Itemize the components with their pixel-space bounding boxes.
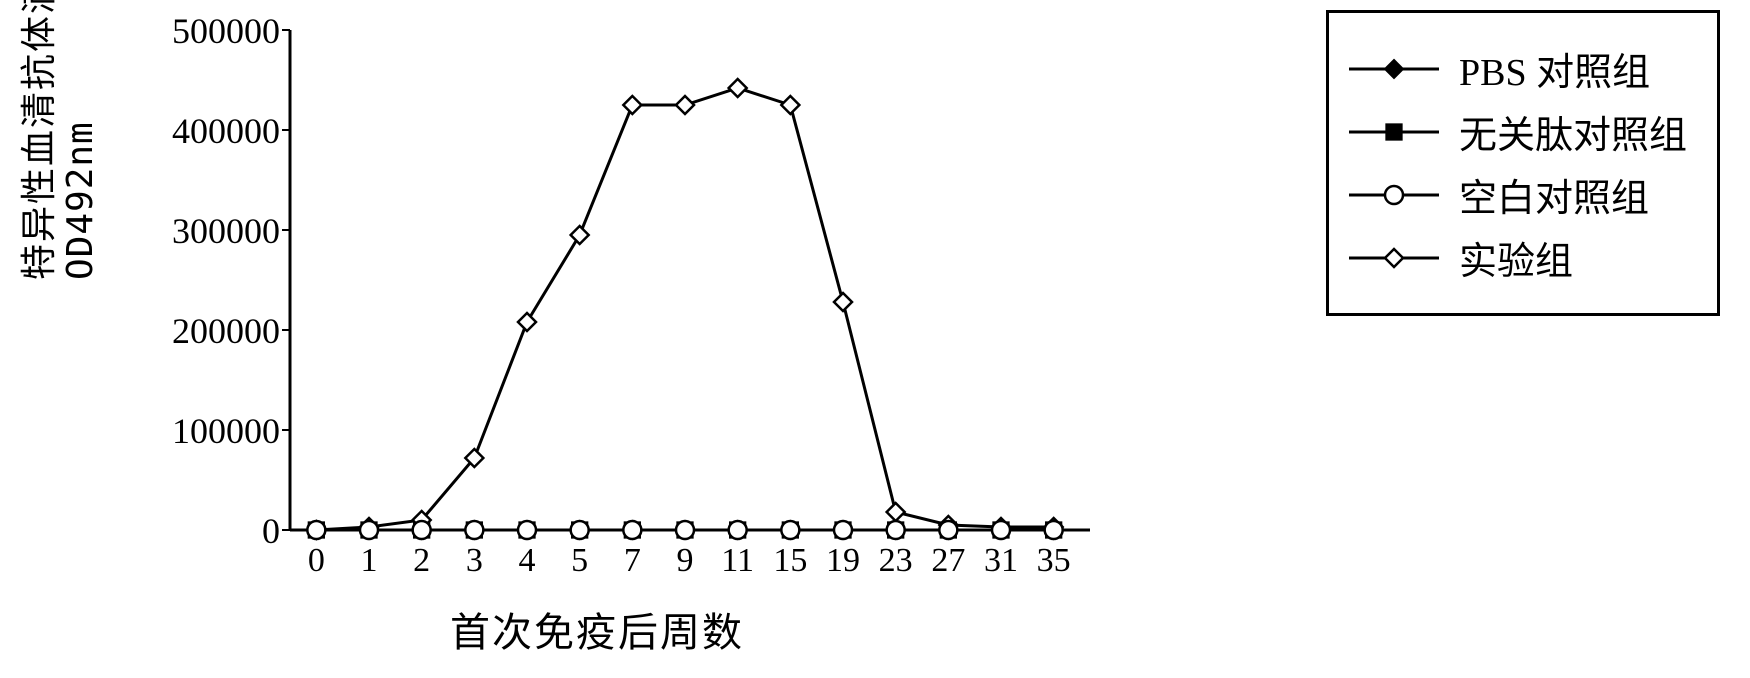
- x-tick-label: 11: [721, 542, 754, 580]
- x-tick-label: 15: [773, 542, 807, 580]
- y-tick-label: 200000: [130, 310, 280, 352]
- legend-item: 空白对照组: [1349, 167, 1687, 222]
- y-tick-label: 400000: [130, 110, 280, 152]
- legend-label: 空白对照组: [1459, 167, 1649, 222]
- legend-marker-diamond-filled: [1349, 51, 1439, 87]
- legend-item: 实验组: [1349, 230, 1687, 285]
- plot-area: [290, 30, 1110, 530]
- x-tick-label: 19: [826, 542, 860, 580]
- x-tick-label: 27: [931, 542, 965, 580]
- y-tick-label: 0: [130, 510, 280, 552]
- legend-label: 实验组: [1459, 230, 1573, 285]
- x-tick-label: 31: [984, 542, 1018, 580]
- y-axis-label: 特异性血清抗体滴度: [10, 0, 62, 280]
- legend-item: PBS 对照组: [1349, 41, 1687, 96]
- x-tick-label: 3: [466, 542, 483, 580]
- x-tick-label: 9: [677, 542, 694, 580]
- legend-marker-circle-open: [1349, 177, 1439, 213]
- x-tick-label: 4: [519, 542, 536, 580]
- x-tick-label: 1: [361, 542, 378, 580]
- legend-marker-square-filled: [1349, 114, 1439, 150]
- x-tick-label: 5: [571, 542, 588, 580]
- y-tick-label: 500000: [130, 10, 280, 52]
- x-tick-label: 7: [624, 542, 641, 580]
- x-tick-label: 23: [879, 542, 913, 580]
- legend-box: PBS 对照组无关肽对照组空白对照组实验组: [1326, 10, 1720, 316]
- x-tick-label: 35: [1037, 542, 1071, 580]
- legend-item: 无关肽对照组: [1349, 104, 1687, 159]
- y-tick-label: 100000: [130, 410, 280, 452]
- x-tick-label: 0: [308, 542, 325, 580]
- legend-label: PBS 对照组: [1459, 41, 1650, 96]
- x-tick-label: 2: [413, 542, 430, 580]
- legend-label: 无关肽对照组: [1459, 104, 1687, 159]
- legend-marker-diamond-open: [1349, 240, 1439, 276]
- y-tick-label: 300000: [130, 210, 280, 252]
- x-axis-label: 首次免疫后周数: [450, 600, 744, 658]
- chart-container: 特异性血清抗体滴度 OD492nm 首次免疫后周数 0 100000 200000 3…: [0, 0, 1750, 678]
- y-axis-sublabel: OD492nm: [60, 121, 101, 280]
- chart-svg: [290, 30, 1110, 590]
